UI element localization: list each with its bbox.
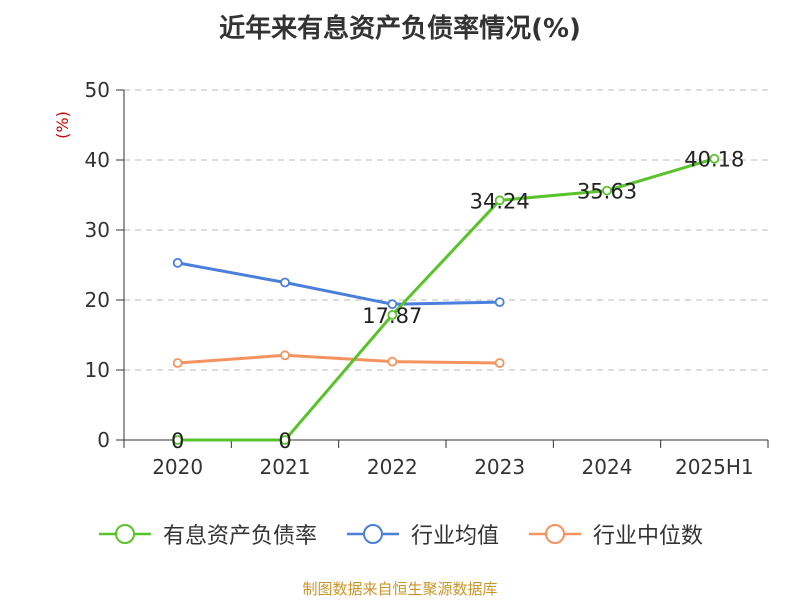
x-tick-label: 2024 <box>582 455 633 479</box>
data-label: 0 <box>278 429 291 453</box>
y-tick-label: 10 <box>85 358 110 382</box>
y-tick-label: 0 <box>97 428 110 452</box>
legend-swatch-marker <box>116 525 134 543</box>
series-point <box>388 358 396 366</box>
y-axis-label: (%) <box>53 111 72 139</box>
legend-swatch-marker <box>546 525 564 543</box>
legend-item[interactable]: 有息资产负债率 <box>97 518 317 550</box>
data-label: 17.87 <box>362 304 422 328</box>
series-point <box>281 279 289 287</box>
legend-label: 行业均值 <box>411 518 499 550</box>
series-point <box>174 259 182 267</box>
legend-item[interactable]: 行业均值 <box>345 518 499 550</box>
x-tick-label: 2023 <box>474 455 525 479</box>
axes: 0 10 20 30 40 50 (%) 2020 2021 2022 2023 2024 2025H1 <box>53 78 768 479</box>
legend-label: 行业中位数 <box>593 518 703 550</box>
x-tick-label: 2020 <box>152 455 203 479</box>
data-label: 35.63 <box>577 180 637 204</box>
x-tick-label: 2021 <box>260 455 311 479</box>
series-point <box>281 351 289 359</box>
legend-swatch-icon <box>527 522 583 546</box>
source-note: 制图数据来自恒生聚源数据库 <box>0 578 800 599</box>
x-tick-label: 2022 <box>367 455 418 479</box>
legend-swatch-icon <box>97 522 153 546</box>
y-tick-label: 20 <box>85 288 110 312</box>
series-line <box>178 355 500 363</box>
legend-swatch-marker <box>364 525 382 543</box>
series-point <box>496 298 504 306</box>
y-tick-label: 30 <box>85 218 110 242</box>
data-label: 34.24 <box>470 189 530 213</box>
series-line <box>178 263 500 304</box>
x-tick-label: 2025H1 <box>675 455 754 479</box>
legend-item[interactable]: 行业中位数 <box>527 518 703 550</box>
legend-swatch-icon <box>345 522 401 546</box>
series-point <box>496 359 504 367</box>
legend-label: 有息资产负债率 <box>163 518 317 550</box>
y-tick-label: 40 <box>85 148 110 172</box>
data-label: 40.18 <box>684 148 744 172</box>
series-point <box>174 359 182 367</box>
legend: 有息资产负债率 行业均值 行业中位数 <box>0 518 800 550</box>
y-tick-label: 50 <box>85 78 110 102</box>
grid-lines <box>124 90 768 370</box>
data-label: 0 <box>171 429 184 453</box>
